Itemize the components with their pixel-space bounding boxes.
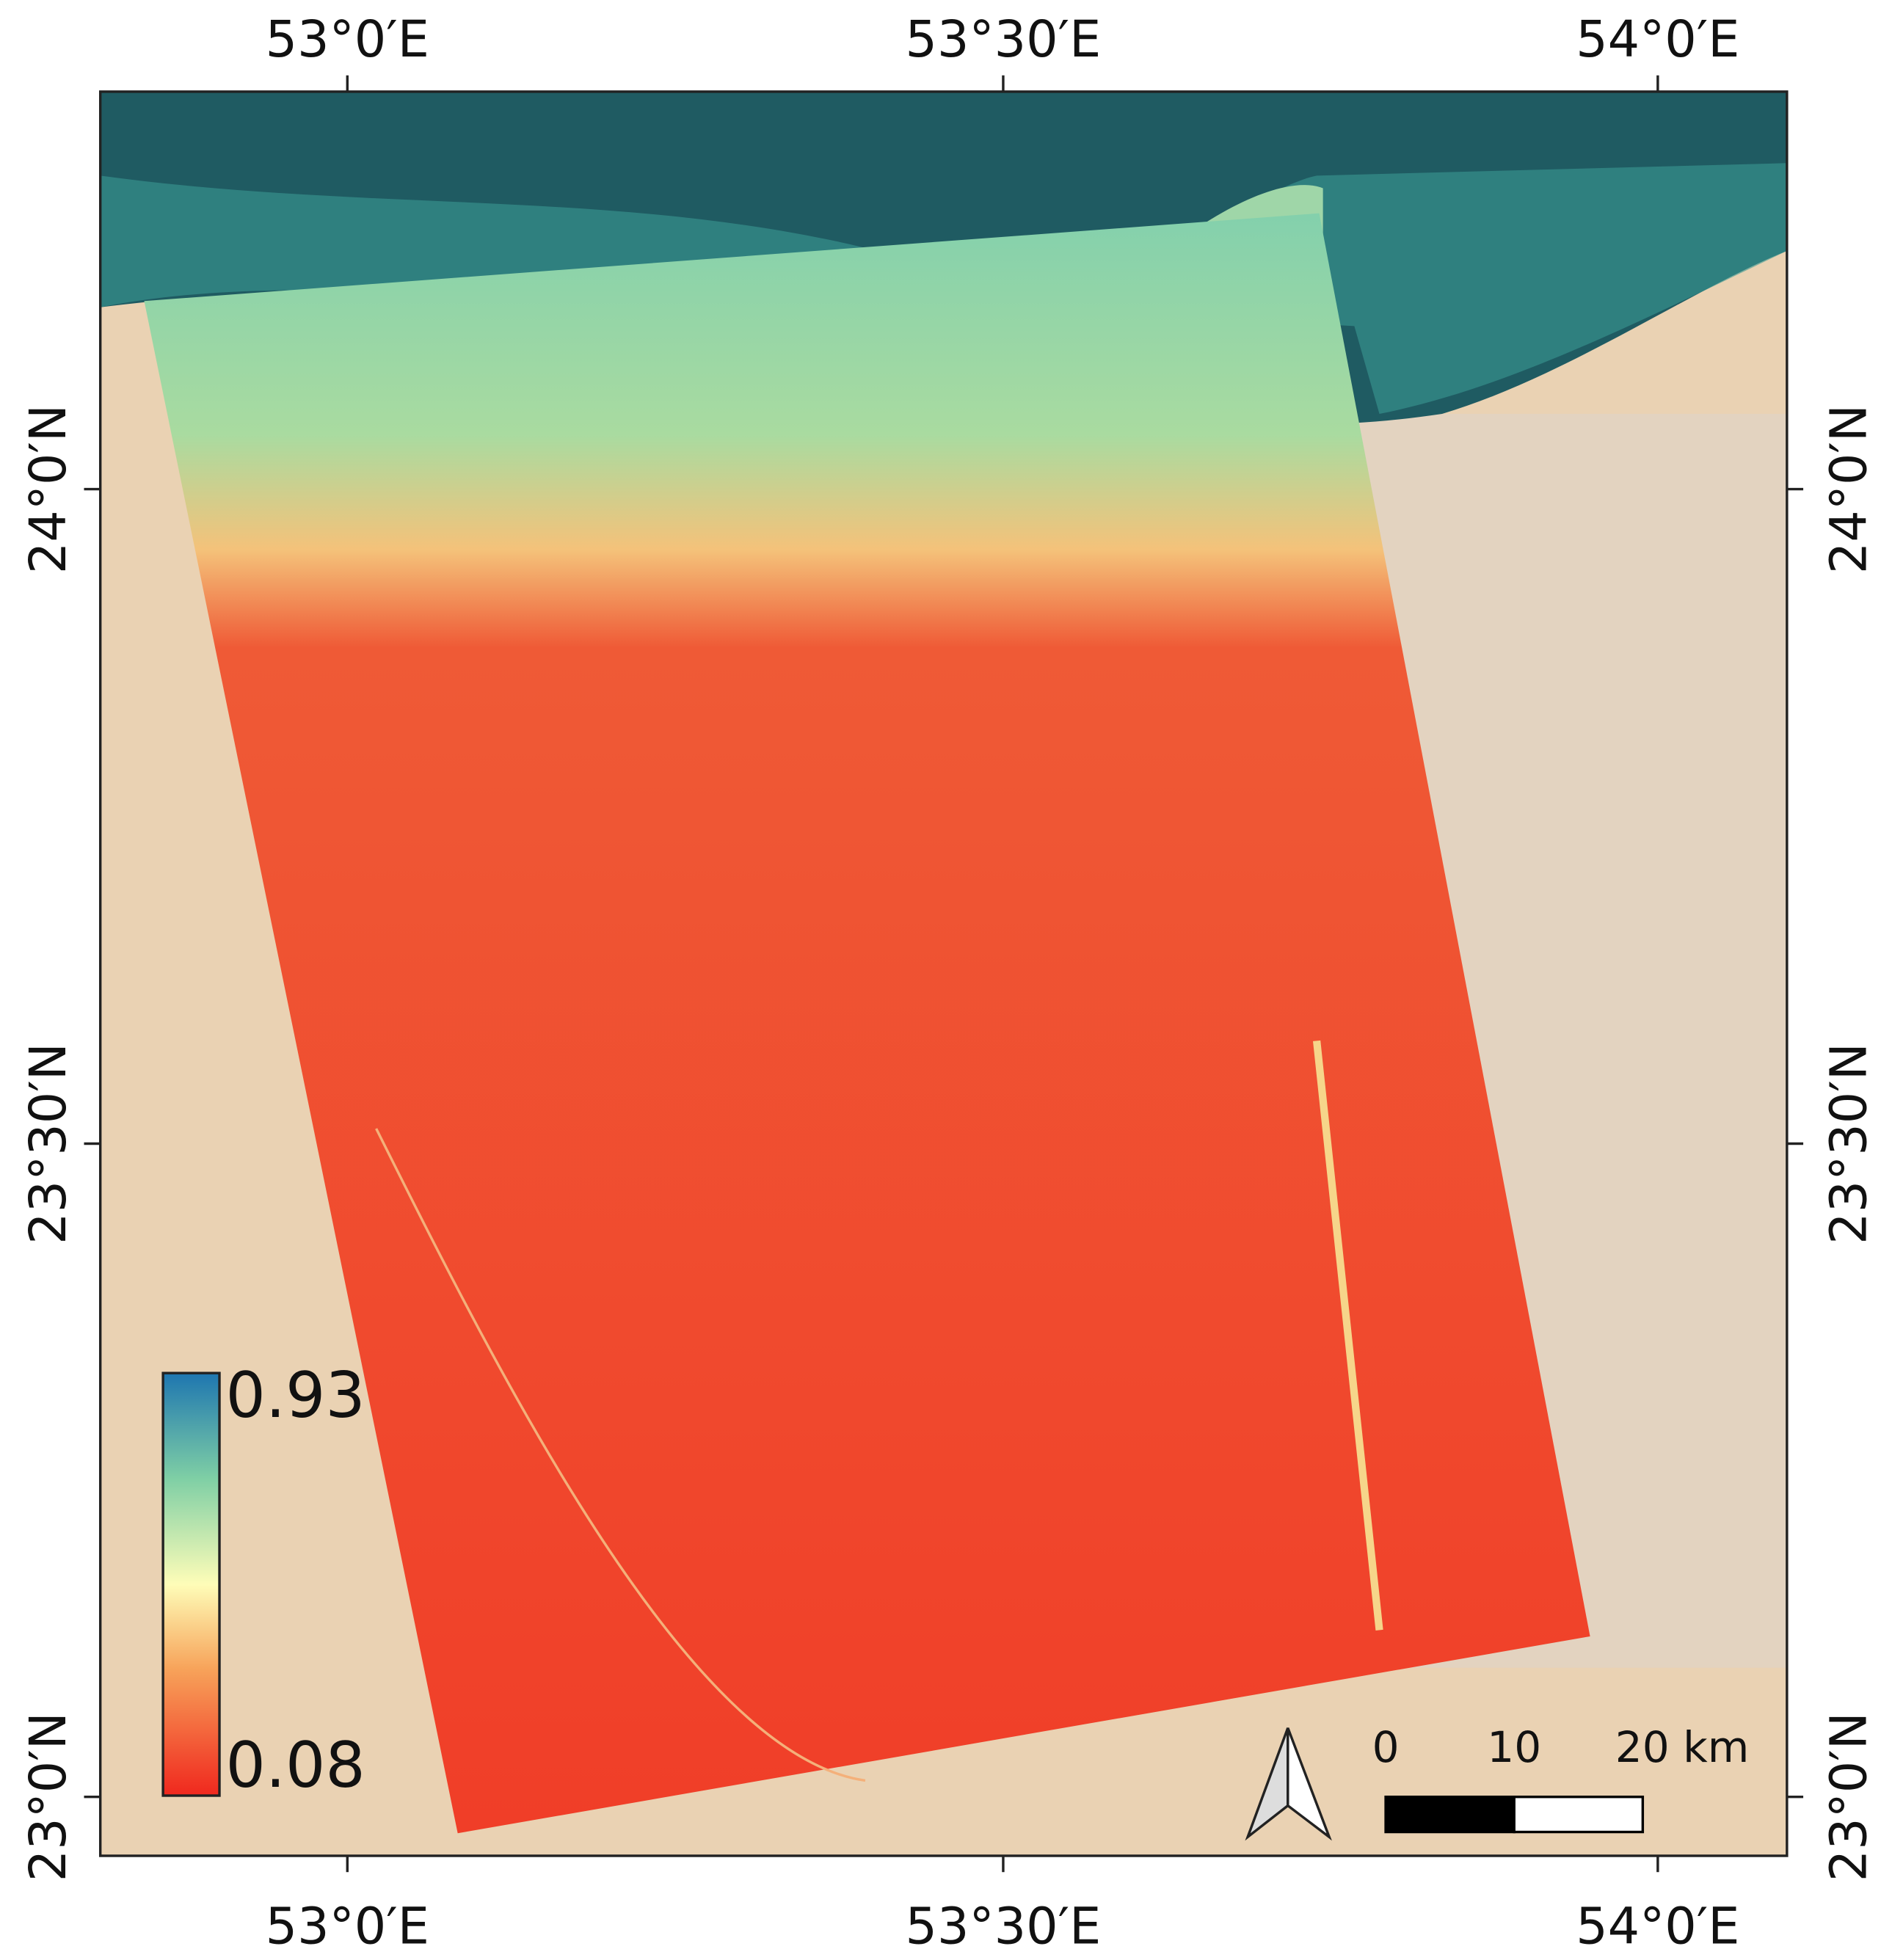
lon-label-top: 53°30′E (906, 11, 1102, 69)
colorbar (161, 1371, 221, 1797)
lat-label-right: 23°30′N (1820, 1043, 1878, 1245)
map-frame (98, 90, 1789, 1857)
scale-segment (1513, 1795, 1645, 1834)
lat-label-right: 24°0′N (1820, 404, 1878, 574)
lon-label-bottom: 53°0′E (266, 1898, 429, 1956)
lat-label-left: 23°30′N (20, 1043, 78, 1245)
coherence-scene (144, 213, 1590, 1834)
lat-label-left: 23°0′N (20, 1712, 78, 1881)
graticule: 53°0′E 53°0′E 53°30′E 53°30′E 54°0′E 54°0′E 24… (20, 11, 1879, 1956)
lon-label-top: 53°0′E (266, 11, 429, 69)
scale-label: 20 km (1615, 1722, 1750, 1772)
scale-bar: 0 10 20 km (1372, 1722, 1750, 1834)
lat-label-right: 23°0′N (1820, 1712, 1878, 1881)
scale-label: 0 (1372, 1722, 1400, 1772)
lon-label-bottom: 54°0′E (1576, 1898, 1739, 1956)
lon-label-bottom: 53°30′E (906, 1898, 1102, 1956)
basemap (100, 91, 1787, 1857)
colorbar-max: 0.93 (226, 1360, 365, 1432)
scale-label: 10 (1487, 1722, 1541, 1772)
north-arrow (1245, 1727, 1332, 1841)
colorbar-min: 0.08 (226, 1730, 365, 1802)
lon-label-top: 54°0′E (1576, 11, 1739, 69)
lat-label-left: 24°0′N (20, 404, 78, 574)
scale-segment (1384, 1795, 1516, 1834)
